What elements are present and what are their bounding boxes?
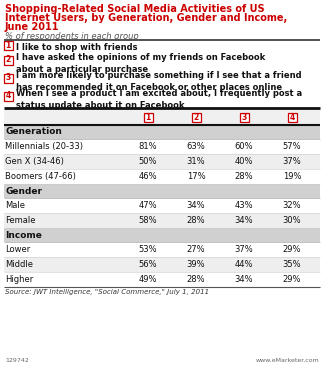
FancyBboxPatch shape xyxy=(239,112,249,122)
Bar xyxy=(4,109,320,125)
Text: 17%: 17% xyxy=(187,172,205,181)
Text: 1: 1 xyxy=(6,41,11,50)
Text: 34%: 34% xyxy=(235,216,253,225)
Text: I am more likely to purchase something if I see that a friend
has recommended it: I am more likely to purchase something i… xyxy=(16,71,302,92)
Text: 1: 1 xyxy=(145,112,151,122)
Text: Boomers (47-66): Boomers (47-66) xyxy=(5,172,76,181)
Bar xyxy=(4,228,320,242)
Text: 31%: 31% xyxy=(187,157,205,166)
Text: 19%: 19% xyxy=(283,172,301,181)
Text: 57%: 57% xyxy=(283,142,301,151)
Text: Female: Female xyxy=(5,216,36,225)
Text: 81%: 81% xyxy=(139,142,157,151)
Bar xyxy=(4,213,320,228)
Text: Gender: Gender xyxy=(5,187,42,195)
Text: Source: JWT Intelligence, "Social Commerce," July 1, 2011: Source: JWT Intelligence, "Social Commer… xyxy=(5,289,209,295)
Text: 28%: 28% xyxy=(235,172,253,181)
Text: 47%: 47% xyxy=(139,201,157,210)
Text: % of respondents in each group: % of respondents in each group xyxy=(5,32,139,41)
Text: Lower: Lower xyxy=(5,245,30,254)
Text: 35%: 35% xyxy=(283,260,301,269)
Text: 34%: 34% xyxy=(235,275,253,284)
Text: 2: 2 xyxy=(193,112,199,122)
Text: Generation: Generation xyxy=(5,127,62,137)
Text: 3: 3 xyxy=(241,112,247,122)
Text: I like to shop with friends: I like to shop with friends xyxy=(16,42,137,52)
FancyBboxPatch shape xyxy=(4,92,13,101)
Text: 30%: 30% xyxy=(283,216,301,225)
Text: Internet Users, by Generation, Gender and Income,: Internet Users, by Generation, Gender an… xyxy=(5,13,287,23)
Text: 40%: 40% xyxy=(235,157,253,166)
Text: Shopping-Related Social Media Activities of US: Shopping-Related Social Media Activities… xyxy=(5,4,265,14)
Text: www.eMarketer.com: www.eMarketer.com xyxy=(255,358,319,363)
Text: Higher: Higher xyxy=(5,275,33,284)
Text: Middle: Middle xyxy=(5,260,33,269)
Text: 56%: 56% xyxy=(139,260,157,269)
Text: 28%: 28% xyxy=(187,275,205,284)
Text: 58%: 58% xyxy=(139,216,157,225)
FancyBboxPatch shape xyxy=(287,112,296,122)
Text: 43%: 43% xyxy=(235,201,253,210)
Text: 63%: 63% xyxy=(187,142,205,151)
Text: Income: Income xyxy=(5,231,42,239)
Text: 46%: 46% xyxy=(139,172,157,181)
Text: 44%: 44% xyxy=(235,260,253,269)
Text: June 2011: June 2011 xyxy=(5,22,60,32)
Text: 49%: 49% xyxy=(139,275,157,284)
Text: I have asked the opinions of my friends on Facebook
about a particular purchase: I have asked the opinions of my friends … xyxy=(16,53,265,74)
Text: Gen X (34-46): Gen X (34-46) xyxy=(5,157,64,166)
Text: 34%: 34% xyxy=(187,201,205,210)
Text: 3: 3 xyxy=(6,74,11,82)
Text: 39%: 39% xyxy=(187,260,205,269)
Bar xyxy=(4,184,320,198)
Text: Male: Male xyxy=(5,201,25,210)
Bar xyxy=(4,154,320,169)
FancyBboxPatch shape xyxy=(4,41,13,50)
Text: 60%: 60% xyxy=(235,142,253,151)
Text: 4: 4 xyxy=(289,112,295,122)
Text: 28%: 28% xyxy=(187,216,205,225)
Bar xyxy=(4,125,320,139)
Text: 37%: 37% xyxy=(283,157,301,166)
Text: 32%: 32% xyxy=(283,201,301,210)
Text: Millennials (20-33): Millennials (20-33) xyxy=(5,142,83,151)
Text: 53%: 53% xyxy=(139,245,157,254)
Text: 129742: 129742 xyxy=(5,358,29,363)
Text: 2: 2 xyxy=(6,56,11,64)
Text: 27%: 27% xyxy=(187,245,205,254)
Text: 4: 4 xyxy=(6,92,11,101)
Text: When I see a product I am excited about, I frequently post a
status update about: When I see a product I am excited about,… xyxy=(16,90,302,110)
Text: 37%: 37% xyxy=(235,245,253,254)
FancyBboxPatch shape xyxy=(4,74,13,82)
FancyBboxPatch shape xyxy=(4,56,13,64)
FancyBboxPatch shape xyxy=(191,112,201,122)
FancyBboxPatch shape xyxy=(144,112,153,122)
Bar xyxy=(4,257,320,272)
Text: 29%: 29% xyxy=(283,245,301,254)
Text: 50%: 50% xyxy=(139,157,157,166)
Text: 29%: 29% xyxy=(283,275,301,284)
